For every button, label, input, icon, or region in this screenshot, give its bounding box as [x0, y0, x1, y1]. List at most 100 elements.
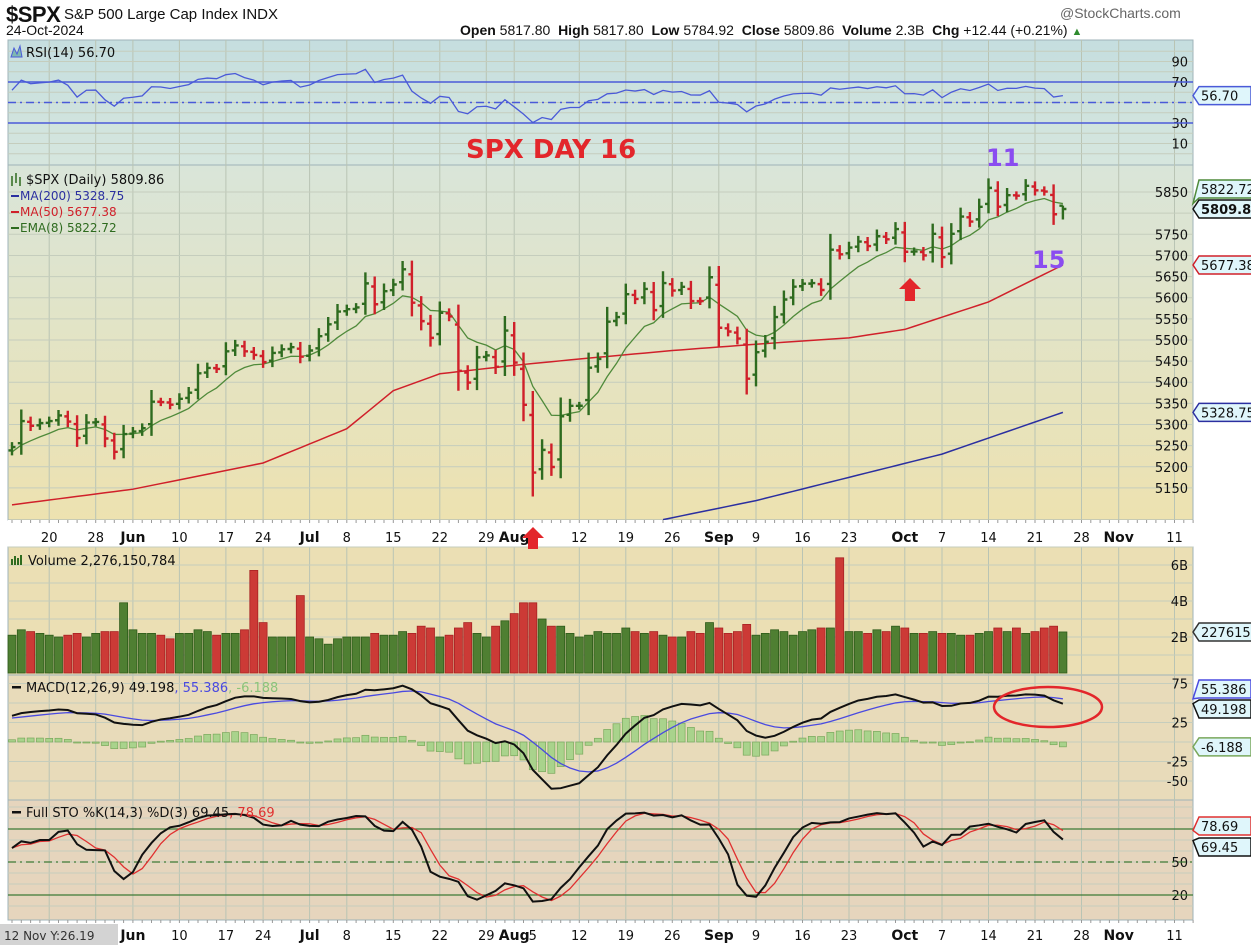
axis-tick-label: 70 [1171, 76, 1188, 91]
volume-bar [453, 627, 463, 674]
price-bar [27, 416, 35, 431]
macd-histogram-bar [984, 736, 993, 743]
price-bar [529, 391, 537, 497]
volume-bar [444, 634, 454, 674]
date-tick-label: 12 [571, 929, 588, 944]
macd-histogram-bar [873, 731, 881, 743]
volume-bar [891, 625, 900, 674]
value-tag-text: 5677.38 [1201, 259, 1251, 274]
symbol: $SPX [6, 2, 61, 27]
price-bar [910, 247, 918, 256]
ma50-legend: MA(50) 5677.38 [20, 205, 117, 219]
macd-histogram-bar [203, 734, 212, 743]
price-bar [706, 266, 713, 309]
date-tick-label: 15 [385, 531, 402, 546]
high-value: 5817.80 [593, 22, 644, 38]
axis-tick-label: -50 [1167, 775, 1188, 790]
sto-legend: Full STO %K(14,3) %D(3) 69.45, 78.69 [12, 806, 275, 821]
macd-histogram-bar [501, 741, 509, 757]
volume-bar [165, 638, 175, 674]
price-bar [17, 409, 25, 455]
macd-histogram-bar [417, 741, 426, 746]
macd-histogram-bar [277, 739, 286, 743]
volume-value: 2.3B [895, 22, 925, 38]
price-bar [864, 237, 872, 252]
price-bar [399, 260, 407, 291]
price-bar [110, 432, 118, 460]
volume-bar [202, 631, 212, 674]
stockcharts-logo[interactable]: @StockCharts.com [1060, 5, 1181, 21]
macd-histogram-bar [649, 718, 658, 743]
close-label: Close [741, 22, 780, 38]
macd-histogram-bar [659, 718, 667, 743]
price-bar [687, 280, 695, 310]
volume-bar [872, 629, 882, 674]
volume-bar [137, 633, 147, 674]
price-bar [1059, 204, 1067, 220]
price-bar [678, 281, 686, 295]
ema8-value-tag: 5822.72 [1191, 179, 1251, 206]
date-tick-label: 15 [385, 929, 402, 944]
date-tick-label: 20 [41, 531, 58, 546]
close-value-tag: 5809.86 [1192, 199, 1251, 219]
price-bar [36, 418, 44, 430]
value-tag-text: 78.69 [1201, 820, 1238, 835]
macd-histogram-bar [612, 723, 621, 743]
price-bar [799, 279, 806, 291]
arrow-up-icon [522, 527, 544, 549]
volume-bar [388, 634, 398, 674]
volume-bar [407, 633, 417, 674]
price-bar [929, 223, 937, 263]
volume-bar [658, 634, 668, 674]
price-bar [408, 260, 416, 317]
price-bar [73, 415, 81, 447]
macd-histogram-bar [249, 734, 258, 743]
macd-histogram-bar [845, 729, 853, 743]
price-bar [733, 326, 741, 345]
price-bar [557, 397, 565, 479]
macd-histogram-bar [175, 739, 184, 743]
volume-bar [379, 634, 389, 674]
price-bar [473, 345, 481, 391]
macd-histogram-bar [435, 741, 444, 752]
price-bar [659, 271, 667, 318]
volume-bar [1012, 627, 1021, 674]
value-tag-text: 5328.75 [1201, 406, 1251, 421]
macd-histogram-bar [73, 741, 81, 744]
volume-bar [844, 631, 854, 674]
price-bar [45, 416, 53, 428]
volume-bar [286, 636, 296, 674]
macd-histogram-bar [194, 735, 202, 743]
price-bar [650, 281, 658, 321]
volume-bar [602, 633, 612, 674]
macd-histogram-bar [119, 741, 128, 749]
macd-histogram-bar [259, 736, 267, 743]
volume-bar [128, 629, 138, 674]
volume-bar [714, 627, 724, 674]
volume-bar [91, 633, 101, 674]
macd-histogram-bar [956, 741, 965, 744]
value-tag-text: 55.386 [1201, 683, 1247, 698]
macd-histogram-bar [631, 716, 639, 743]
macd-swatch [12, 686, 21, 689]
volume-bar [426, 627, 435, 674]
macd-histogram-bar [54, 737, 63, 743]
date-tick-label: 28 [1073, 929, 1090, 944]
price-bar [427, 314, 434, 347]
macd-histogram-bar [947, 741, 956, 745]
volume-bar [556, 625, 566, 674]
volume-legend: Volume 2,276,150,784 [11, 554, 176, 569]
ema8-legend: EMA(8) 5822.72 [20, 221, 117, 235]
volume-bar [100, 631, 110, 674]
macd-histogram-bar [538, 741, 546, 773]
volume-bar [156, 634, 166, 674]
price-panel [7, 164, 1194, 521]
ma200-legend: MA(200) 5328.75 [20, 189, 124, 203]
price-bar [352, 303, 360, 314]
price-bar [213, 364, 221, 373]
value-tag-box [1192, 837, 1251, 857]
price-bar [259, 350, 267, 368]
macd-signal-line [11, 690, 1063, 773]
change-label: Chg [932, 22, 960, 38]
